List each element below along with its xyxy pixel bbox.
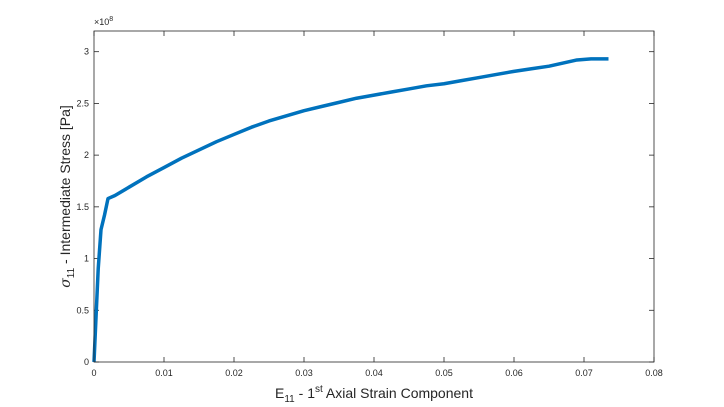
y-tick-label: 3 (84, 47, 89, 57)
x-tick-label: 0.04 (365, 368, 383, 378)
x-tick-label: 0.08 (645, 368, 663, 378)
y-tick-label: 1.5 (76, 202, 89, 212)
x-axis-label-base: E (275, 385, 284, 401)
y-tick-label: 2 (84, 150, 89, 160)
x-tick-labels: 0 0.01 0.02 0.03 0.04 0.05 0.06 0.07 0.08 (91, 368, 662, 378)
x-axis-label-rest: Axial Strain Component (323, 385, 473, 401)
y-tick-label: 2.5 (76, 98, 89, 108)
y-tick-labels: 0 0.5 1 1.5 2 2.5 3 (76, 47, 89, 367)
x-axis-label-subscript: 11 (284, 394, 295, 405)
y-exponent-base: ×10 (94, 17, 109, 27)
plot-background (94, 31, 654, 362)
y-axis-label-rest: - Intermediate Stress [Pa] (57, 105, 73, 268)
x-tick-label: 0.01 (155, 368, 173, 378)
y-exponent-label: ×108 (94, 16, 113, 27)
y-axis-label: σ11 - Intermediate Stress [Pa] (57, 105, 77, 288)
y-tick-label: 0.5 (76, 305, 89, 315)
x-tick-label: 0 (91, 368, 96, 378)
x-axis-label-mid: - 1 (295, 385, 315, 401)
y-axis-label-base: σ (58, 278, 74, 288)
x-tick-label: 0.05 (435, 368, 453, 378)
x-tick-label: 0.02 (225, 368, 243, 378)
x-tick-label: 0.06 (505, 368, 523, 378)
x-tick-label: 0.03 (295, 368, 313, 378)
x-axis-label-superscript: st (315, 384, 323, 395)
x-axis-label: E11 - 1st Axial Strain Component (275, 384, 473, 405)
y-exponent-power: 8 (109, 16, 113, 23)
y-axis-label-subscript: 11 (66, 267, 77, 278)
y-tick-label: 0 (84, 357, 89, 367)
x-tick-label: 0.07 (575, 368, 593, 378)
series-line (92, 57, 609, 363)
plot-box (93, 30, 655, 363)
y-tick-label: 1 (84, 254, 89, 264)
